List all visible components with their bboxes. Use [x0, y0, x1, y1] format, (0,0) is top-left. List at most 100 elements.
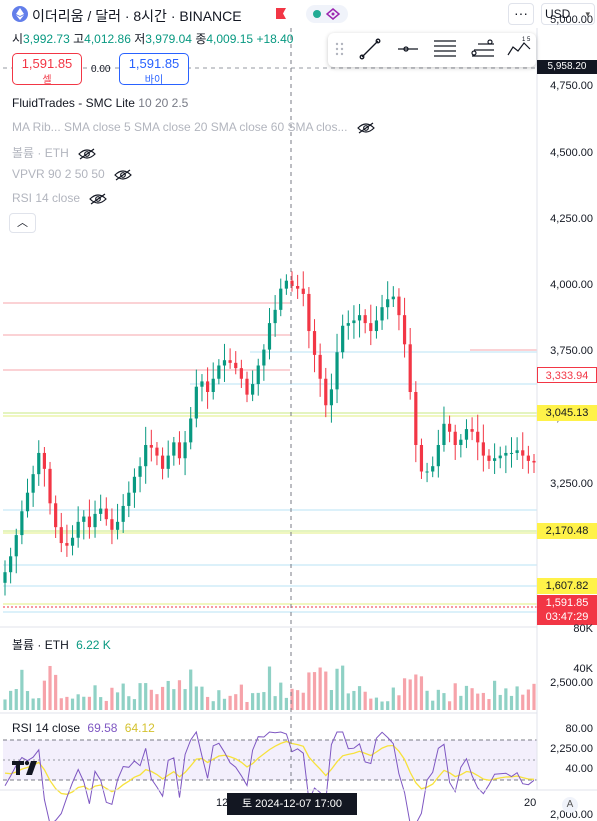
- shapes-icon: [326, 8, 340, 20]
- volume-bar: [386, 701, 390, 710]
- buy-button[interactable]: 1,591.85 바이: [119, 53, 189, 86]
- candle-body: [3, 572, 7, 583]
- rsi-axis-80: 80.00: [565, 723, 593, 735]
- candle-body: [296, 286, 300, 289]
- flag-icon[interactable]: [276, 8, 286, 19]
- price-axis-label: 4,500.00: [550, 146, 593, 159]
- volume-bar: [481, 692, 485, 710]
- drawing-toolbar: 1 5: [328, 33, 536, 67]
- volume-bar: [256, 692, 260, 710]
- candle-body: [234, 362, 238, 369]
- candle-body: [357, 315, 362, 321]
- currency-label: USD: [545, 7, 571, 21]
- candle-body: [160, 455, 165, 469]
- auto-scale-button[interactable]: A: [562, 797, 578, 813]
- candle-body: [335, 352, 339, 390]
- live-indicator[interactable]: [306, 5, 348, 23]
- volume-bar: [183, 689, 187, 710]
- volume-bar: [20, 669, 24, 710]
- volume-bar: [380, 701, 384, 710]
- horizontal-ray-tool-icon[interactable]: [398, 46, 418, 52]
- candle-body: [329, 389, 334, 406]
- indicator-vpvr[interactable]: VPVR 90 2 50 50: [12, 167, 132, 181]
- currency-select[interactable]: USD ▾: [541, 3, 595, 25]
- volume-bar: [144, 683, 148, 710]
- candle-body: [31, 474, 35, 493]
- candle-body: [93, 513, 97, 528]
- candle-body: [284, 280, 288, 289]
- volume-bar: [352, 690, 356, 710]
- candle-body: [110, 519, 114, 530]
- eye-hidden-icon[interactable]: [114, 169, 132, 181]
- volume-bar: [166, 680, 170, 710]
- symbol-title[interactable]: 이더리움 / 달러 · 8시간 · BINANCE: [32, 8, 242, 24]
- more-options-button[interactable]: ···: [508, 3, 534, 25]
- volume-bar: [346, 693, 350, 710]
- volume-bar: [397, 695, 401, 710]
- eye-hidden-icon[interactable]: [356, 122, 375, 134]
- candle-body: [431, 466, 435, 472]
- candle-body: [290, 280, 294, 286]
- candle-body: [166, 455, 170, 469]
- candle-body: [115, 521, 120, 530]
- volume-bar: [521, 694, 525, 710]
- candle-body: [470, 429, 474, 432]
- svg-text:1 5: 1 5: [522, 37, 531, 43]
- candle-body: [189, 418, 193, 443]
- volume-bar: [408, 679, 412, 710]
- parallel-channel-tool-icon[interactable]: [434, 40, 456, 57]
- candle-body: [42, 452, 46, 469]
- collapse-legend-button[interactable]: ︿: [9, 213, 36, 233]
- volume-bar: [9, 690, 13, 710]
- volume-bar: [273, 696, 277, 710]
- candle-body: [132, 476, 137, 493]
- rsi-legend[interactable]: RSI 14 close 69.58 64.12: [12, 721, 155, 735]
- eye-hidden-icon[interactable]: [89, 193, 108, 205]
- trend-line-tool-icon[interactable]: [359, 38, 381, 60]
- crosshair-time-tag: 토 2024-12-07 17:00: [227, 793, 357, 815]
- candle-body: [267, 323, 272, 350]
- price-axis-label: 3,750.00: [550, 345, 593, 358]
- candle-body: [341, 325, 345, 353]
- volume-bar: [526, 689, 530, 710]
- volume-bar: [532, 683, 536, 710]
- price-axis-label: 5,000.00: [550, 14, 593, 26]
- indicator-fluidtrades[interactable]: FluidTrades - SMC Lite 10 20 2.5: [12, 96, 189, 110]
- volume-bar: [431, 700, 435, 710]
- candle-body: [172, 442, 176, 456]
- candle-body: [532, 460, 536, 463]
- volume-bar: [374, 697, 379, 710]
- candle-body: [447, 423, 452, 432]
- candle-body: [425, 471, 429, 473]
- drag-handle-icon[interactable]: [335, 42, 344, 56]
- fib-retracement-tool-icon[interactable]: [471, 39, 494, 57]
- tradingview-logo-icon[interactable]: [12, 760, 44, 781]
- indicator-volume[interactable]: 볼륨 · ETH: [12, 144, 96, 161]
- chevron-up-icon: ︿: [17, 217, 28, 229]
- volume-bar: [172, 689, 176, 710]
- volume-bar: [222, 698, 227, 710]
- candle-body: [464, 429, 469, 440]
- sell-button[interactable]: 1,591.85 셀: [12, 53, 82, 86]
- candle-body: [391, 296, 395, 300]
- indicator-ma-ribbon[interactable]: MA Rib... SMA close 5 SMA close 20 SMA c…: [12, 120, 375, 134]
- candle-body: [183, 442, 187, 459]
- candle-body: [419, 445, 424, 472]
- eye-hidden-icon[interactable]: [78, 148, 96, 160]
- candle-body: [279, 288, 283, 310]
- candle-body: [149, 445, 153, 448]
- candle-body: [301, 288, 305, 294]
- volume-bar: [149, 689, 153, 710]
- candle-body: [200, 381, 204, 387]
- volume-legend[interactable]: 볼륨 · ETH 6.22 K: [12, 638, 111, 652]
- candle-body: [521, 450, 525, 456]
- candle-body: [256, 365, 260, 385]
- indicator-rsi[interactable]: RSI 14 close: [12, 191, 108, 205]
- candle-body: [121, 505, 125, 522]
- elliott-wave-tool-icon[interactable]: 1 5: [507, 37, 531, 56]
- candle-body: [14, 535, 18, 557]
- volume-bar: [436, 689, 440, 710]
- volume-bar: [217, 690, 221, 710]
- volume-bars: [3, 665, 536, 710]
